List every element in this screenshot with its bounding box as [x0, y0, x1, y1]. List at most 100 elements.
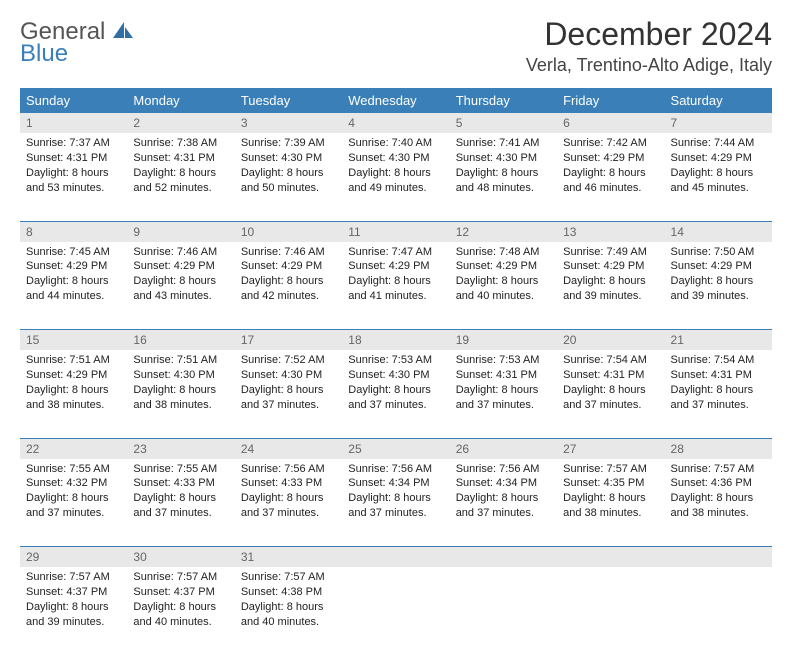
day-cell-content: Sunrise: 7:57 AMSunset: 4:35 PMDaylight:…: [557, 459, 664, 527]
sunset-text: Sunset: 4:29 PM: [563, 259, 658, 274]
day-number: 24: [235, 438, 342, 459]
day-cell: Sunrise: 7:56 AMSunset: 4:34 PMDaylight:…: [450, 459, 557, 547]
day-cell-content: Sunrise: 7:49 AMSunset: 4:29 PMDaylight:…: [557, 242, 664, 310]
day-cell-content: Sunrise: 7:57 AMSunset: 4:38 PMDaylight:…: [235, 567, 342, 635]
day-cell-content: Sunrise: 7:51 AMSunset: 4:30 PMDaylight:…: [127, 350, 234, 418]
week-row: Sunrise: 7:51 AMSunset: 4:29 PMDaylight:…: [20, 350, 772, 438]
day-cell: Sunrise: 7:55 AMSunset: 4:33 PMDaylight:…: [127, 459, 234, 547]
sunrise-text: Sunrise: 7:44 AM: [671, 136, 766, 151]
day-cell: Sunrise: 7:51 AMSunset: 4:29 PMDaylight:…: [20, 350, 127, 438]
sunset-text: Sunset: 4:33 PM: [241, 476, 336, 491]
daynum-row: 22232425262728: [20, 438, 772, 459]
day-cell-content: Sunrise: 7:37 AMSunset: 4:31 PMDaylight:…: [20, 133, 127, 201]
sunset-text: Sunset: 4:29 PM: [563, 151, 658, 166]
day-cell-content: Sunrise: 7:57 AMSunset: 4:36 PMDaylight:…: [665, 459, 772, 527]
sunrise-text: Sunrise: 7:57 AM: [133, 570, 228, 585]
sunrise-text: Sunrise: 7:55 AM: [133, 462, 228, 477]
day-header: Wednesday: [342, 88, 449, 113]
day-cell-content: Sunrise: 7:50 AMSunset: 4:29 PMDaylight:…: [665, 242, 772, 310]
logo-text-blue: Blue: [20, 42, 134, 66]
daylight-text: Daylight: 8 hours and 38 minutes.: [563, 491, 658, 521]
daylight-text: Daylight: 8 hours and 40 minutes.: [133, 600, 228, 630]
day-number: 8: [20, 221, 127, 242]
sunrise-text: Sunrise: 7:54 AM: [671, 353, 766, 368]
sunrise-text: Sunrise: 7:51 AM: [26, 353, 121, 368]
day-cell-content: Sunrise: 7:54 AMSunset: 4:31 PMDaylight:…: [557, 350, 664, 418]
sunset-text: Sunset: 4:35 PM: [563, 476, 658, 491]
daylight-text: Daylight: 8 hours and 37 minutes.: [26, 491, 121, 521]
sunset-text: Sunset: 4:32 PM: [26, 476, 121, 491]
sunrise-text: Sunrise: 7:57 AM: [26, 570, 121, 585]
day-number: 13: [557, 221, 664, 242]
sunrise-text: Sunrise: 7:56 AM: [348, 462, 443, 477]
sunrise-text: Sunrise: 7:39 AM: [241, 136, 336, 151]
daylight-text: Daylight: 8 hours and 53 minutes.: [26, 166, 121, 196]
daylight-text: Daylight: 8 hours and 37 minutes.: [456, 383, 551, 413]
sunrise-text: Sunrise: 7:51 AM: [133, 353, 228, 368]
day-cell: Sunrise: 7:54 AMSunset: 4:31 PMDaylight:…: [665, 350, 772, 438]
day-cell-content: Sunrise: 7:57 AMSunset: 4:37 PMDaylight:…: [127, 567, 234, 635]
sunset-text: Sunset: 4:30 PM: [348, 368, 443, 383]
day-cell: Sunrise: 7:40 AMSunset: 4:30 PMDaylight:…: [342, 133, 449, 221]
day-cell-content: [665, 567, 772, 576]
daylight-text: Daylight: 8 hours and 37 minutes.: [563, 383, 658, 413]
day-cell: Sunrise: 7:54 AMSunset: 4:31 PMDaylight:…: [557, 350, 664, 438]
sunrise-text: Sunrise: 7:57 AM: [241, 570, 336, 585]
daylight-text: Daylight: 8 hours and 37 minutes.: [671, 383, 766, 413]
day-cell: Sunrise: 7:45 AMSunset: 4:29 PMDaylight:…: [20, 242, 127, 330]
calendar-table: Sunday Monday Tuesday Wednesday Thursday…: [20, 88, 772, 655]
day-cell-content: [557, 567, 664, 576]
day-cell: Sunrise: 7:50 AMSunset: 4:29 PMDaylight:…: [665, 242, 772, 330]
sail-icon: [112, 21, 134, 44]
sunset-text: Sunset: 4:31 PM: [26, 151, 121, 166]
daylight-text: Daylight: 8 hours and 52 minutes.: [133, 166, 228, 196]
day-number: 30: [127, 547, 234, 568]
daylight-text: Daylight: 8 hours and 48 minutes.: [456, 166, 551, 196]
day-cell-content: Sunrise: 7:52 AMSunset: 4:30 PMDaylight:…: [235, 350, 342, 418]
sunrise-text: Sunrise: 7:47 AM: [348, 245, 443, 260]
sunrise-text: Sunrise: 7:38 AM: [133, 136, 228, 151]
day-cell-content: Sunrise: 7:42 AMSunset: 4:29 PMDaylight:…: [557, 133, 664, 201]
day-cell: Sunrise: 7:56 AMSunset: 4:34 PMDaylight:…: [342, 459, 449, 547]
sunrise-text: Sunrise: 7:56 AM: [241, 462, 336, 477]
day-cell-content: Sunrise: 7:38 AMSunset: 4:31 PMDaylight:…: [127, 133, 234, 201]
page-title: December 2024: [526, 16, 772, 53]
daylight-text: Daylight: 8 hours and 49 minutes.: [348, 166, 443, 196]
day-cell: Sunrise: 7:57 AMSunset: 4:37 PMDaylight:…: [20, 567, 127, 655]
day-cell-content: Sunrise: 7:46 AMSunset: 4:29 PMDaylight:…: [235, 242, 342, 310]
title-block: December 2024 Verla, Trentino-Alto Adige…: [526, 16, 772, 76]
sunrise-text: Sunrise: 7:52 AM: [241, 353, 336, 368]
day-number: 10: [235, 221, 342, 242]
daylight-text: Daylight: 8 hours and 42 minutes.: [241, 274, 336, 304]
daylight-text: Daylight: 8 hours and 37 minutes.: [348, 491, 443, 521]
logo: General Blue: [20, 20, 134, 66]
sunset-text: Sunset: 4:33 PM: [133, 476, 228, 491]
location-subtitle: Verla, Trentino-Alto Adige, Italy: [526, 55, 772, 76]
daylight-text: Daylight: 8 hours and 37 minutes.: [241, 491, 336, 521]
sunset-text: Sunset: 4:31 PM: [456, 368, 551, 383]
day-number: 5: [450, 113, 557, 133]
day-cell-content: Sunrise: 7:46 AMSunset: 4:29 PMDaylight:…: [127, 242, 234, 310]
day-cell-content: Sunrise: 7:54 AMSunset: 4:31 PMDaylight:…: [665, 350, 772, 418]
daylight-text: Daylight: 8 hours and 39 minutes.: [26, 600, 121, 630]
day-cell-content: Sunrise: 7:53 AMSunset: 4:30 PMDaylight:…: [342, 350, 449, 418]
sunrise-text: Sunrise: 7:46 AM: [133, 245, 228, 260]
daynum-row: 891011121314: [20, 221, 772, 242]
daynum-row: 1234567: [20, 113, 772, 133]
sunset-text: Sunset: 4:29 PM: [671, 151, 766, 166]
sunrise-text: Sunrise: 7:54 AM: [563, 353, 658, 368]
day-cell: Sunrise: 7:39 AMSunset: 4:30 PMDaylight:…: [235, 133, 342, 221]
day-cell-content: Sunrise: 7:53 AMSunset: 4:31 PMDaylight:…: [450, 350, 557, 418]
sunset-text: Sunset: 4:29 PM: [26, 259, 121, 274]
sunset-text: Sunset: 4:36 PM: [671, 476, 766, 491]
day-number: 28: [665, 438, 772, 459]
day-cell: Sunrise: 7:42 AMSunset: 4:29 PMDaylight:…: [557, 133, 664, 221]
sunrise-text: Sunrise: 7:37 AM: [26, 136, 121, 151]
day-header: Tuesday: [235, 88, 342, 113]
day-number: 4: [342, 113, 449, 133]
day-cell-content: Sunrise: 7:48 AMSunset: 4:29 PMDaylight:…: [450, 242, 557, 310]
day-cell: Sunrise: 7:57 AMSunset: 4:37 PMDaylight:…: [127, 567, 234, 655]
day-cell-content: Sunrise: 7:57 AMSunset: 4:37 PMDaylight:…: [20, 567, 127, 635]
sunset-text: Sunset: 4:37 PM: [26, 585, 121, 600]
day-number: 14: [665, 221, 772, 242]
